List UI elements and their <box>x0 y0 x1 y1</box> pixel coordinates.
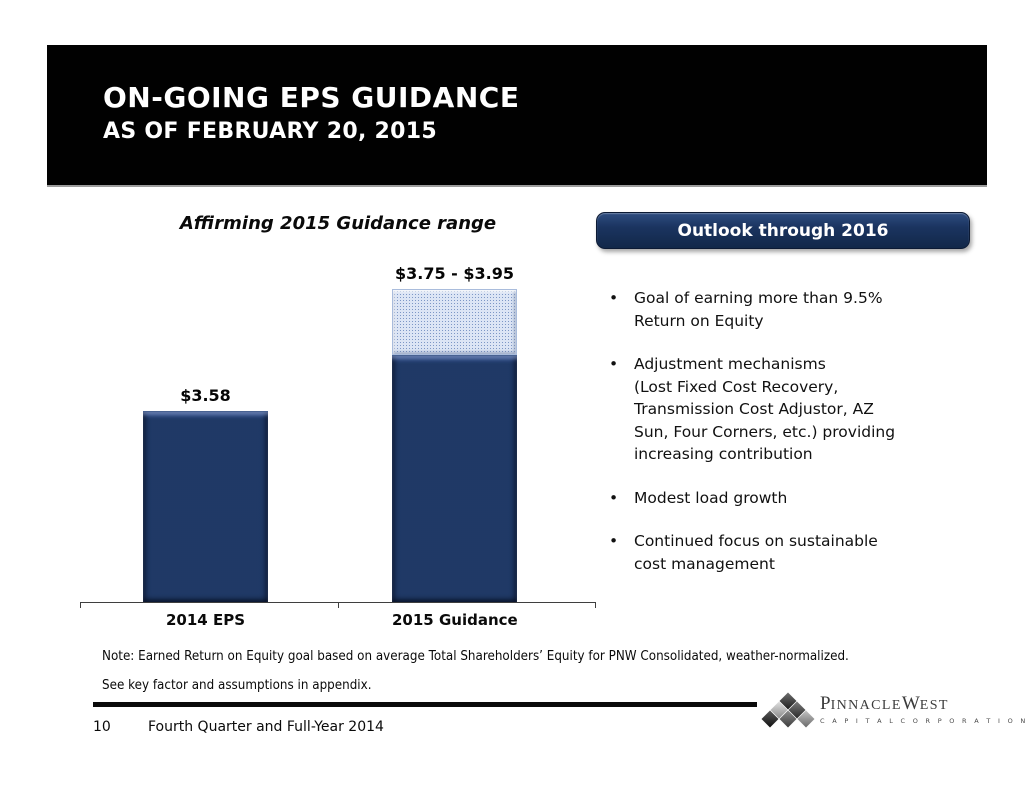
bullet-glyph: • <box>609 488 619 507</box>
outlook-heading-label: Outlook through 2016 <box>677 220 889 241</box>
bullet-glyph: • <box>609 355 619 373</box>
bullet-glyph: • <box>609 532 619 550</box>
bullet-glyph: • <box>609 289 619 307</box>
pinnacle-west-logo: PINNACLEWEST C A P I T A L C O R P O R A… <box>761 692 1028 730</box>
pinnacle-west-diamonds-icon <box>761 692 815 730</box>
logo-wordmark: PINNACLEWEST C A P I T A L C O R P O R A… <box>820 694 1028 725</box>
footer-label: Fourth Quarter and Full-Year 2014 <box>148 719 384 735</box>
x-axis-label-2014-eps: 2014 EPS <box>165 611 245 629</box>
bullet-text: Adjustment mechanisms (Lost Fixed Cost Re… <box>634 355 896 463</box>
footnote-roe: Note: Earned Return on Equity goal based… <box>102 649 849 664</box>
outlook-heading-banner: Outlook through 2016 <box>596 212 970 249</box>
footer-divider <box>93 702 757 707</box>
slide-title: ON-GOING EPS GUIDANCE <box>103 81 520 114</box>
outlook-bullet-item: • Goal of earning more than 9.5% Return on… <box>609 287 969 332</box>
outlook-bullet-item: • Continued focus on sustainable cost mana… <box>609 530 969 575</box>
x-axis-tick <box>338 602 339 608</box>
bar-2014-eps: $3.58 <box>143 386 268 602</box>
bar-2015-guidance: $3.75 - $3.95 <box>392 264 517 602</box>
eps-bar-chart: $3.58 $3.75 - $3.95 2014 EPS 2015 Guidan… <box>80 260 596 629</box>
chart-title: Affirming 2015 Guidance range <box>179 213 497 234</box>
bar-2014-eps-segment <box>143 411 268 602</box>
footnote-appendix: See key factor and assumptions in append… <box>102 678 372 693</box>
page-number: 10 <box>93 719 111 735</box>
bullet-text: Modest load growth <box>634 488 788 507</box>
slide-subtitle: AS OF FEBRUARY 20, 2015 <box>103 119 437 144</box>
bar-2015-value-label: $3.75 - $3.95 <box>395 264 514 283</box>
bar-2015-solid-segment <box>392 355 517 602</box>
outlook-bullet-list: • Goal of earning more than 9.5% Return on… <box>609 287 969 596</box>
logo-tagline: C A P I T A L C O R P O R A T I O N <box>820 717 1029 725</box>
outlook-bullet-item: • Adjustment mechanisms (Lost Fixed Cost R… <box>609 353 969 466</box>
bar-2015-hatched-range-segment <box>392 289 517 355</box>
bullet-text: Continued focus on sustainable cost manag… <box>634 532 878 573</box>
x-axis-tick <box>595 602 596 608</box>
logo-company-name: PINNACLEWEST <box>820 693 949 714</box>
x-axis-label-2015-guidance: 2015 Guidance <box>392 611 518 629</box>
bar-2014-value-label: $3.58 <box>180 386 231 405</box>
outlook-bullet-item: • Modest load growth <box>609 487 969 510</box>
bullet-text: Goal of earning more than 9.5% Return on … <box>634 289 883 330</box>
x-axis-tick <box>80 602 81 608</box>
slide-header: ON-GOING EPS GUIDANCE AS OF FEBRUARY 20,… <box>47 45 987 185</box>
